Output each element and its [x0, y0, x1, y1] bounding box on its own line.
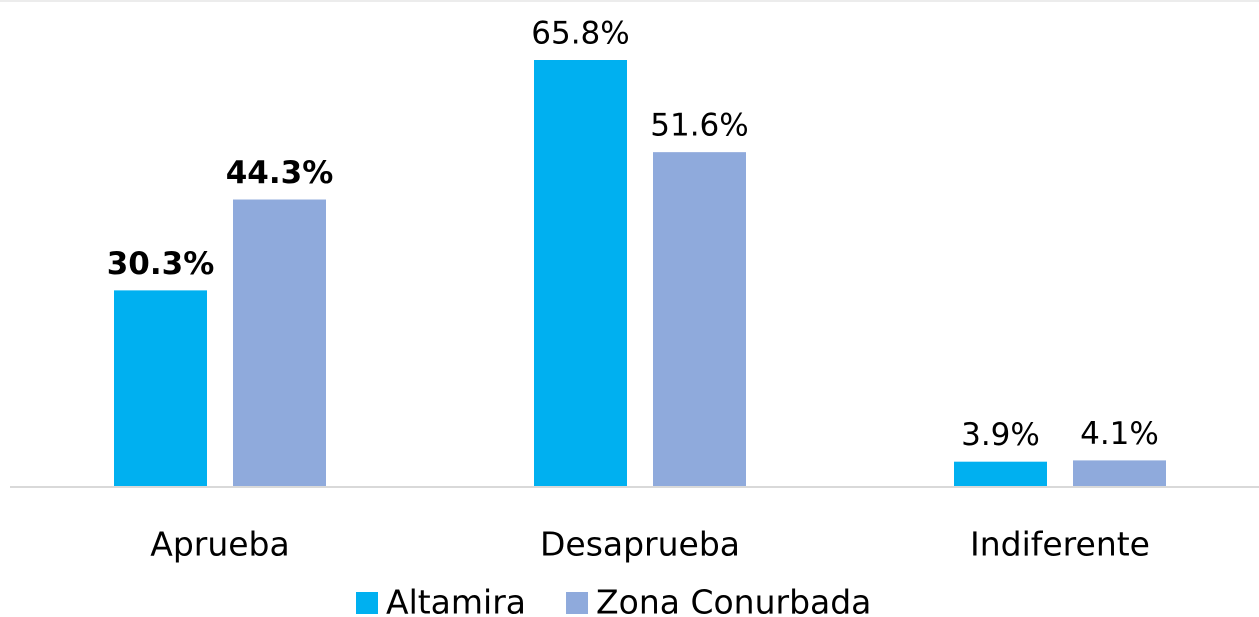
legend-label: Altamira — [386, 583, 526, 617]
x-tick-label: Indiferente — [970, 525, 1150, 564]
bar — [534, 60, 627, 487]
data-label: 51.6% — [650, 108, 748, 144]
data-label: 44.3% — [226, 155, 334, 191]
x-tick-label: Aprueba — [150, 525, 289, 564]
bar — [1073, 460, 1166, 487]
bar — [233, 199, 326, 487]
legend-label: Zona Conurbada — [596, 583, 871, 617]
bar — [114, 290, 207, 487]
legend-swatch — [566, 592, 589, 614]
data-label: 3.9% — [961, 417, 1040, 453]
bar — [954, 461, 1047, 487]
bar — [653, 152, 746, 488]
data-label: 65.8% — [531, 16, 629, 52]
x-tick-label: Desaprueba — [540, 525, 740, 564]
data-label: 4.1% — [1080, 416, 1159, 452]
legend-swatch — [356, 592, 378, 614]
data-label: 30.3% — [107, 246, 215, 282]
